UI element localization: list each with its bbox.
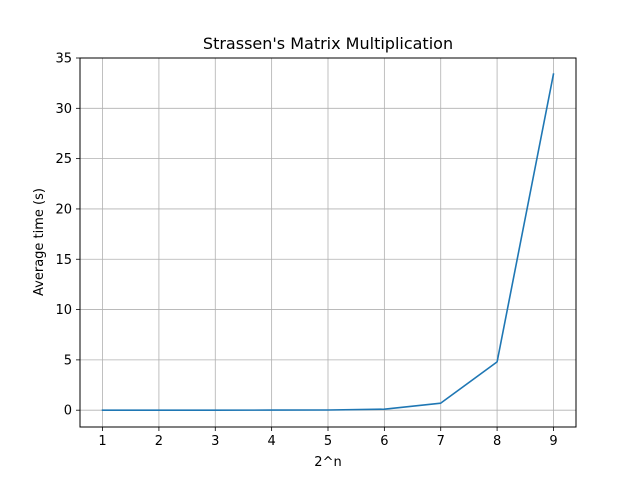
y-tick-label: 20 [55, 202, 72, 217]
y-axis-label: Average time (s) [32, 188, 47, 296]
y-tick-label: 10 [55, 303, 72, 318]
y-tick-label: 15 [55, 253, 72, 268]
y-tick-label: 0 [64, 404, 72, 419]
x-tick-label: 6 [380, 434, 388, 449]
grid [80, 57, 576, 427]
x-tick-label: 8 [493, 434, 501, 449]
y-axis-ticks: 0 5 10 15 20 25 30 35 [55, 52, 80, 419]
x-axis-label: 2^n [314, 455, 341, 470]
y-tick-label: 25 [55, 152, 72, 167]
x-tick-label: 1 [98, 434, 106, 449]
x-tick-label: 3 [211, 434, 219, 449]
y-tick-label: 30 [55, 102, 72, 117]
x-tick-label: 9 [549, 434, 557, 449]
series-layer [101, 73, 555, 412]
y-tick-label: 5 [64, 353, 72, 368]
x-tick-label: 7 [437, 434, 445, 449]
chart-title: Strassen's Matrix Multiplication [203, 34, 453, 53]
y-tick-label: 35 [55, 52, 72, 67]
x-tick-label: 5 [324, 434, 332, 449]
x-axis-ticks: 1 2 3 4 5 6 7 8 9 [98, 427, 558, 449]
x-tick-label: 2 [155, 434, 163, 449]
x-tick-label: 4 [267, 434, 275, 449]
